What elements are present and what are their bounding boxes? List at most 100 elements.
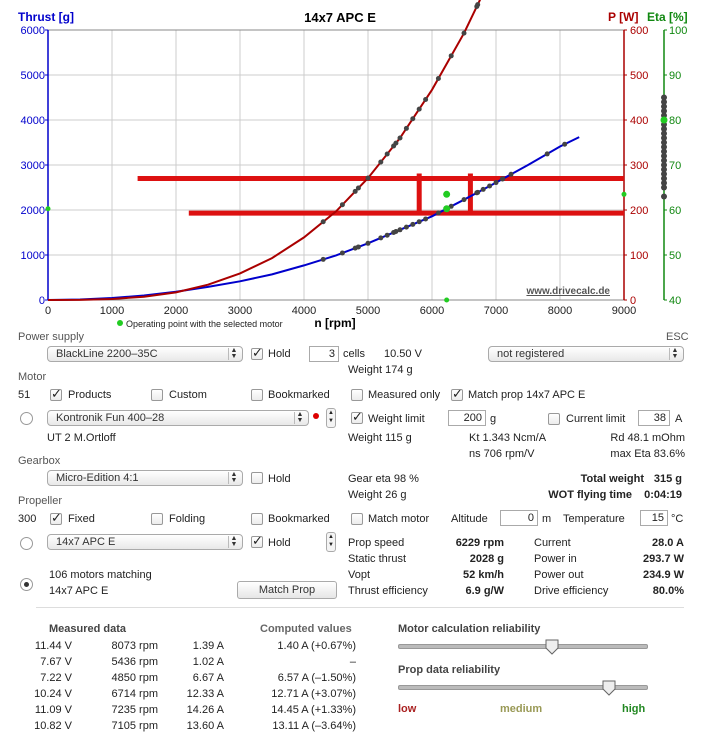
battery-weight: Weight 174 g (348, 364, 413, 376)
prop-fixed-checkbox[interactable] (50, 510, 62, 526)
motor-custom-checkbox[interactable] (151, 389, 163, 401)
power-measured-point (435, 76, 441, 82)
motor-rd: Rd 48.1 mOhm (610, 432, 685, 444)
eta-point (661, 153, 667, 159)
motor-products-label: Products (68, 389, 112, 401)
measured-cell: 5436 rpm (111, 656, 158, 668)
power-measured-point (397, 135, 403, 141)
eta-point (661, 139, 667, 146)
motor-bookmarked-label: Bookmarked (268, 389, 330, 401)
measured-cell: 11.09 V (34, 704, 72, 716)
prop-fixed-label: Fixed (68, 513, 95, 525)
power-measured-point (339, 202, 345, 208)
motor-max-eta: max Eta 83.6% (610, 448, 685, 460)
drive-eff-value: 80.0% (652, 585, 684, 597)
performance-chart: 0100020003000400050006000010020030040050… (18, 0, 688, 330)
power-tick-label: 500 (630, 70, 648, 82)
measured-cell: 1.02 A (192, 656, 224, 668)
cells-input[interactable]: 3 (309, 346, 339, 362)
motor-bookmarked-checkbox[interactable] (251, 389, 263, 401)
thrust-measured-point (423, 216, 429, 222)
motor-weight: Weight 115 g (348, 432, 412, 444)
current-limit-input[interactable]: 38 (638, 410, 670, 426)
select-arrows-icon: ▲ ▼ (228, 347, 239, 360)
thrust-measured-point (339, 250, 345, 256)
power-measured-point (416, 106, 422, 112)
propeller-select[interactable]: 14x7 APC E ▲ ▼ (47, 534, 243, 550)
thrust-series-line (47, 136, 580, 301)
operating-point-legend-icon (117, 320, 123, 326)
motor-winding: UT 2 M.Ortloff (47, 432, 116, 444)
prop-reliability-label: Prop data reliability (398, 664, 501, 676)
eta-point (661, 99, 667, 105)
measured-cell: 1.39 A (192, 640, 224, 652)
x-tick-label: 8000 (548, 305, 572, 317)
motor-select[interactable]: Kontronik Fun 400–28 ▲ ▼ (47, 410, 309, 426)
eta-point (661, 184, 667, 191)
motor-stepper[interactable]: ▲ ▼ (326, 408, 336, 428)
thrust-measured-point (393, 229, 399, 235)
power-in-value: 293.7 W (643, 553, 684, 565)
measured-cell: 8073 rpm (111, 640, 158, 652)
match-prop-checkbox[interactable] (451, 386, 463, 402)
gearbox-select[interactable]: Micro-Edition 4:1 ▲ ▼ (47, 470, 243, 486)
prop-reliability-slider[interactable] (602, 680, 616, 696)
propeller-radio[interactable] (20, 537, 33, 550)
gearbox-weight: Weight 26 g (348, 489, 407, 501)
computed-cell: 12.71 A (+3.07%) (271, 688, 356, 700)
propeller-stepper[interactable]: ▲ ▼ (326, 532, 336, 552)
thrust-measured-point (461, 197, 467, 203)
temperature-label: Temperature (563, 513, 625, 525)
altitude-input[interactable]: 0 (500, 510, 538, 526)
motor-radio[interactable] (20, 412, 33, 425)
esc-select[interactable]: not registered ▲ ▼ (488, 346, 684, 362)
eta-point (661, 135, 667, 141)
match-prop-button[interactable]: Match Prop (237, 581, 337, 599)
computed-cell: 14.45 A (+1.33%) (271, 704, 356, 716)
esc-select-value: not registered (497, 348, 565, 360)
power-measured-point (448, 53, 454, 59)
wot-label: WOT flying time (548, 489, 632, 501)
thrust-tick-label: 6000 (21, 25, 45, 37)
motor-reliability-slider[interactable] (545, 639, 559, 655)
temperature-input[interactable]: 15 (640, 510, 668, 526)
measured-cell: 6.67 A (192, 672, 224, 684)
supply-voltage: 10.50 V (384, 348, 422, 360)
power-tick-label: 400 (630, 115, 648, 127)
thrust-measured-point (493, 180, 499, 186)
gearbox-hold-checkbox[interactable] (251, 472, 263, 484)
motor-ns: ns 706 rpm/V (469, 448, 535, 460)
power-out-value: 234.9 W (643, 569, 684, 581)
motor-count: 51 (18, 389, 31, 401)
match-motor-checkbox[interactable] (351, 513, 363, 525)
power-measured-point (378, 159, 384, 165)
weight-limit-checkbox[interactable] (351, 409, 363, 425)
eta-tick-label: 70 (669, 160, 681, 172)
battery-select[interactable]: BlackLine 2200–35C ▲ ▼ (47, 346, 243, 362)
propeller-label: Propeller (18, 495, 63, 507)
prop-bookmarked-checkbox[interactable] (251, 513, 263, 525)
altitude-unit: m (542, 513, 552, 525)
motor-custom-label: Custom (169, 389, 207, 401)
total-weight-value: 315 g (653, 473, 682, 485)
x-tick-label: 5000 (356, 305, 380, 317)
matching-radio[interactable] (20, 578, 33, 591)
operating-point-legend: Operating point with the selected motor (126, 319, 283, 329)
prop-bookmarked-label: Bookmarked (268, 513, 330, 525)
select-arrows-icon: ▲ ▼ (228, 535, 239, 548)
current-limit-checkbox[interactable] (548, 413, 560, 425)
measured-cell: 7105 rpm (111, 720, 158, 732)
motor-products-checkbox[interactable] (50, 386, 62, 402)
eta-point (661, 180, 667, 186)
prop-folding-checkbox[interactable] (151, 513, 163, 525)
power-tick-label: 100 (630, 250, 648, 262)
thrust-measured-point (475, 189, 481, 195)
thrust-measured-point (416, 219, 422, 225)
propeller-select-value: 14x7 APC E (56, 536, 116, 548)
prop-hold-checkbox[interactable] (251, 533, 263, 549)
operating-point-power-axis-marker (621, 191, 627, 197)
measured-only-checkbox[interactable] (351, 389, 363, 401)
computed-cell: 6.57 A (–1.50%) (277, 672, 356, 684)
weight-limit-input[interactable]: 200 (448, 410, 486, 426)
battery-hold-checkbox[interactable] (251, 345, 263, 361)
